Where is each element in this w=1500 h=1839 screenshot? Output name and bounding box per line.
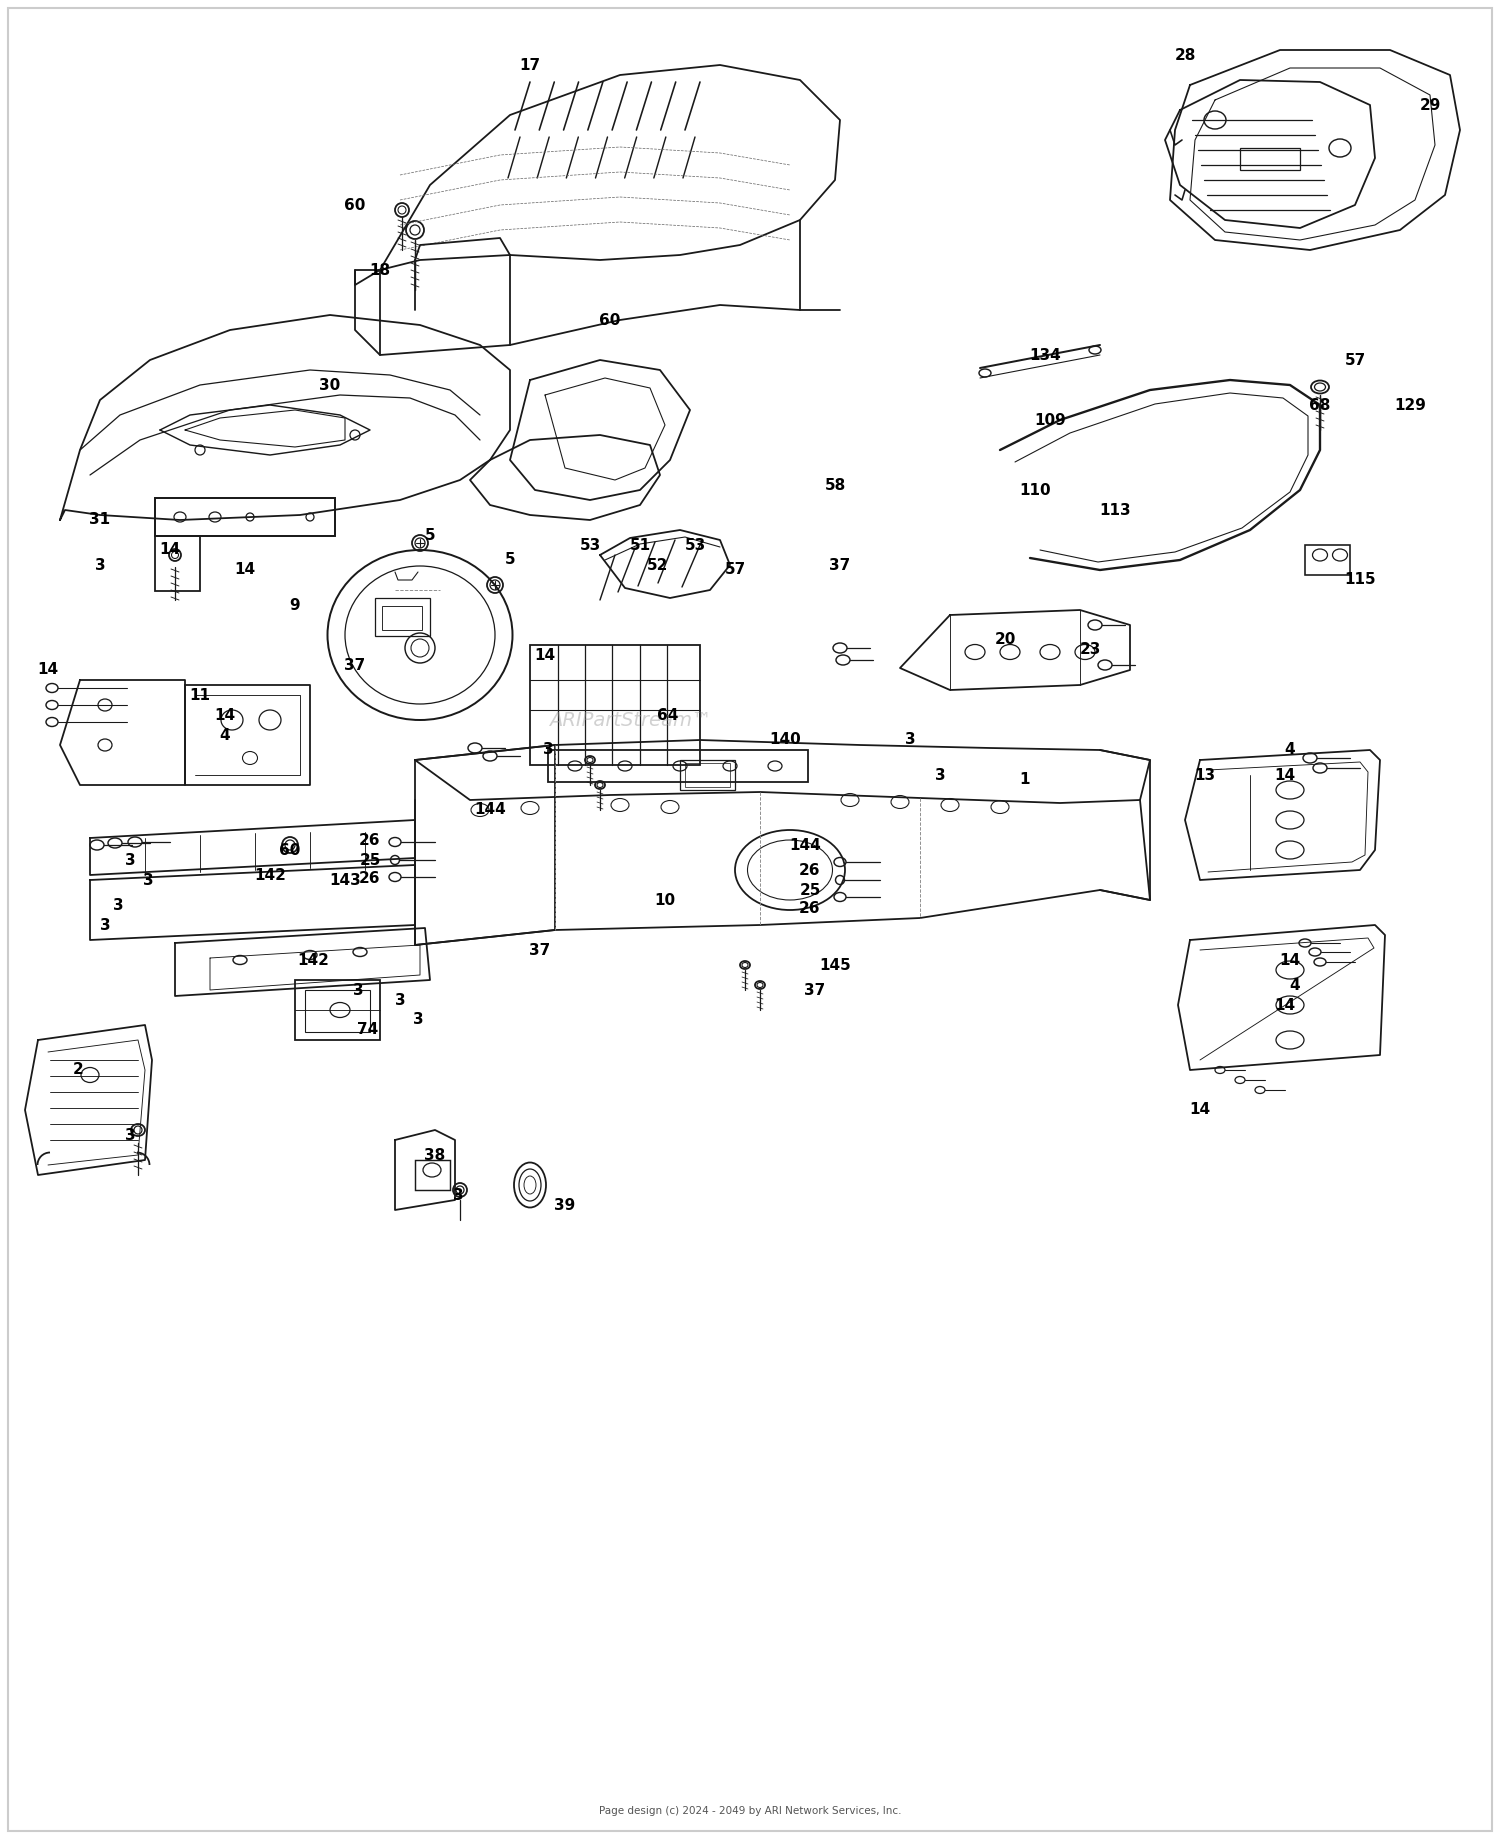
- Text: 134: 134: [1029, 348, 1060, 362]
- Text: 10: 10: [654, 892, 675, 907]
- Text: 53: 53: [684, 537, 705, 552]
- Text: 110: 110: [1019, 482, 1052, 498]
- Bar: [416, 1160, 450, 1190]
- Text: 11: 11: [189, 688, 210, 702]
- Text: 115: 115: [1344, 572, 1376, 587]
- Bar: [375, 598, 430, 636]
- Text: 142: 142: [254, 868, 286, 883]
- Text: 14: 14: [1190, 1103, 1210, 1118]
- Bar: [1240, 147, 1300, 169]
- Text: 14: 14: [38, 662, 58, 677]
- Bar: [548, 750, 808, 782]
- Text: 39: 39: [555, 1197, 576, 1212]
- Text: 28: 28: [1174, 48, 1196, 63]
- Text: 37: 37: [530, 943, 550, 958]
- Text: 14: 14: [1275, 767, 1296, 783]
- Text: 3: 3: [94, 557, 105, 572]
- Text: 3: 3: [142, 872, 153, 888]
- Text: 64: 64: [657, 708, 678, 723]
- Text: 29: 29: [1419, 97, 1440, 112]
- Text: 2: 2: [72, 1063, 84, 1078]
- Bar: [530, 645, 700, 765]
- Bar: [382, 607, 422, 631]
- Bar: [154, 498, 334, 535]
- Text: 3: 3: [352, 982, 363, 997]
- Bar: [154, 498, 334, 535]
- Text: 26: 26: [800, 901, 820, 916]
- Text: 3: 3: [394, 993, 405, 1008]
- Text: 17: 17: [519, 57, 540, 72]
- Text: 9: 9: [290, 598, 300, 612]
- Text: 18: 18: [369, 263, 390, 278]
- Text: 1: 1: [1020, 772, 1031, 787]
- Text: 30: 30: [320, 377, 340, 392]
- Text: 23: 23: [1080, 642, 1101, 658]
- Text: 144: 144: [474, 802, 506, 818]
- Text: 25: 25: [360, 853, 381, 868]
- Text: 113: 113: [1100, 502, 1131, 517]
- Text: 3: 3: [904, 732, 915, 747]
- Text: 144: 144: [789, 837, 820, 853]
- Text: 57: 57: [1344, 353, 1365, 368]
- Bar: [304, 989, 370, 1032]
- Text: 129: 129: [1394, 397, 1426, 412]
- Text: ARIPartStream™: ARIPartStream™: [549, 710, 711, 730]
- Bar: [296, 980, 380, 1041]
- Text: 31: 31: [90, 513, 111, 528]
- Bar: [154, 535, 200, 590]
- Bar: [686, 763, 730, 787]
- Text: 74: 74: [357, 1022, 378, 1037]
- Text: 3: 3: [124, 853, 135, 868]
- Text: 3: 3: [112, 897, 123, 912]
- Text: 37: 37: [345, 658, 366, 673]
- Text: 58: 58: [825, 478, 846, 493]
- Text: 38: 38: [424, 1148, 445, 1162]
- Text: 51: 51: [630, 537, 651, 552]
- Text: 13: 13: [1194, 767, 1215, 783]
- Text: 20: 20: [994, 633, 1016, 647]
- Text: 25: 25: [800, 883, 820, 897]
- Text: 109: 109: [1034, 412, 1066, 427]
- Text: 14: 14: [1280, 953, 1300, 967]
- Text: 3: 3: [99, 918, 111, 932]
- Text: 142: 142: [297, 953, 328, 967]
- Text: 14: 14: [214, 708, 236, 723]
- Text: 14: 14: [234, 563, 255, 577]
- Bar: [680, 760, 735, 791]
- Text: 3: 3: [124, 1127, 135, 1142]
- Text: 37: 37: [830, 557, 850, 572]
- Text: 3: 3: [543, 743, 554, 758]
- Text: 3: 3: [453, 1188, 464, 1203]
- Text: 143: 143: [328, 872, 362, 888]
- Text: 53: 53: [579, 537, 600, 552]
- Text: 4: 4: [1284, 743, 1296, 758]
- Text: 4: 4: [219, 728, 231, 743]
- Text: 14: 14: [534, 647, 555, 662]
- Text: 68: 68: [1310, 397, 1330, 412]
- Text: 140: 140: [770, 732, 801, 747]
- Bar: [1305, 544, 1350, 576]
- Text: 60: 60: [279, 842, 300, 857]
- Text: 60: 60: [600, 313, 621, 327]
- Text: 52: 52: [648, 557, 669, 572]
- Text: 145: 145: [819, 958, 850, 973]
- Text: 5: 5: [424, 528, 435, 543]
- Text: 14: 14: [1275, 997, 1296, 1013]
- Text: Page design (c) 2024 - 2049 by ARI Network Services, Inc.: Page design (c) 2024 - 2049 by ARI Netwo…: [598, 1806, 902, 1815]
- Text: 5: 5: [504, 552, 516, 568]
- Text: 26: 26: [360, 870, 381, 886]
- Text: 3: 3: [413, 1013, 423, 1028]
- Text: 4: 4: [1290, 978, 1300, 993]
- Text: 26: 26: [800, 862, 820, 877]
- Text: 3: 3: [934, 767, 945, 783]
- Text: 60: 60: [345, 197, 366, 213]
- Text: 57: 57: [724, 563, 746, 577]
- Text: 37: 37: [804, 982, 825, 997]
- Text: 26: 26: [360, 833, 381, 848]
- Text: 14: 14: [159, 543, 180, 557]
